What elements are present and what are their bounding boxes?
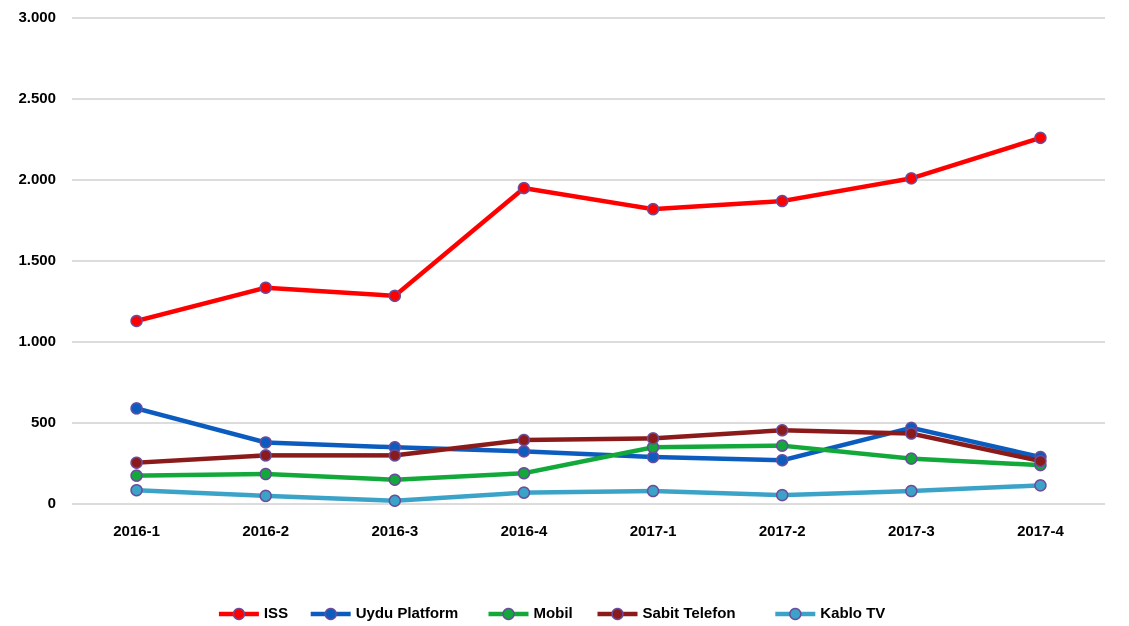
legend-label: ISS [264, 605, 288, 622]
x-tick-label: 2017-1 [630, 523, 677, 540]
series-line [136, 483, 1041, 504]
legend-marker [611, 607, 624, 621]
data-point [905, 484, 918, 498]
data-point [775, 194, 789, 208]
data-point [646, 202, 660, 216]
x-tick-label: 2016-1 [113, 523, 160, 540]
legend-marker [232, 607, 246, 621]
data-point [388, 289, 402, 303]
data-point [1034, 131, 1047, 145]
data-point [388, 494, 402, 508]
legend-marker [324, 607, 337, 621]
data-point [517, 486, 531, 499]
y-tick-label: 1.500 [18, 252, 56, 269]
data-point [259, 281, 272, 294]
legend-label: Sabit Telefon [643, 605, 736, 622]
legend-marker [789, 607, 802, 621]
data-point [646, 484, 660, 498]
data-point [517, 466, 531, 480]
data-point [130, 314, 143, 328]
data-point [775, 454, 789, 467]
y-tick-label: 3.000 [18, 9, 56, 26]
data-point [259, 449, 272, 462]
y-tick-label: 1.000 [18, 333, 56, 350]
data-point [259, 467, 272, 481]
data-point [775, 424, 789, 437]
y-tick-label: 2.000 [18, 171, 56, 188]
series-line [136, 443, 1041, 482]
data-point [1034, 479, 1047, 492]
data-point [259, 489, 272, 503]
series-line [136, 135, 1042, 324]
y-tick-label: 0 [48, 495, 56, 512]
data-point [130, 469, 143, 482]
data-point [130, 456, 143, 469]
data-point [517, 445, 531, 458]
legend-label: Kablo TV [820, 605, 885, 622]
x-tick-label: 2016-4 [501, 523, 548, 540]
x-tick-label: 2016-3 [371, 523, 418, 540]
x-tick-label: 2017-3 [888, 523, 935, 540]
data-point [130, 483, 143, 497]
data-point [388, 449, 402, 462]
data-point [517, 181, 531, 195]
data-point [646, 432, 660, 445]
data-point [130, 402, 143, 415]
data-point [388, 473, 402, 486]
series-line [136, 428, 1041, 465]
data-point [905, 452, 918, 465]
legend-marker [502, 607, 515, 621]
x-tick-label: 2017-4 [1017, 523, 1064, 540]
data-point [1034, 454, 1047, 468]
data-point [259, 436, 272, 449]
data-point [517, 433, 531, 447]
data-point [775, 439, 789, 452]
y-tick-label: 500 [31, 414, 56, 431]
legend-label: Uydu Platform [356, 605, 459, 622]
data-point [775, 488, 789, 502]
y-tick-label: 2.500 [18, 90, 56, 107]
x-tick-label: 2017-2 [759, 523, 806, 540]
x-tick-label: 2016-2 [242, 523, 289, 540]
legend-label: Mobil [534, 605, 573, 622]
data-point [905, 172, 918, 185]
data-point [905, 427, 918, 440]
